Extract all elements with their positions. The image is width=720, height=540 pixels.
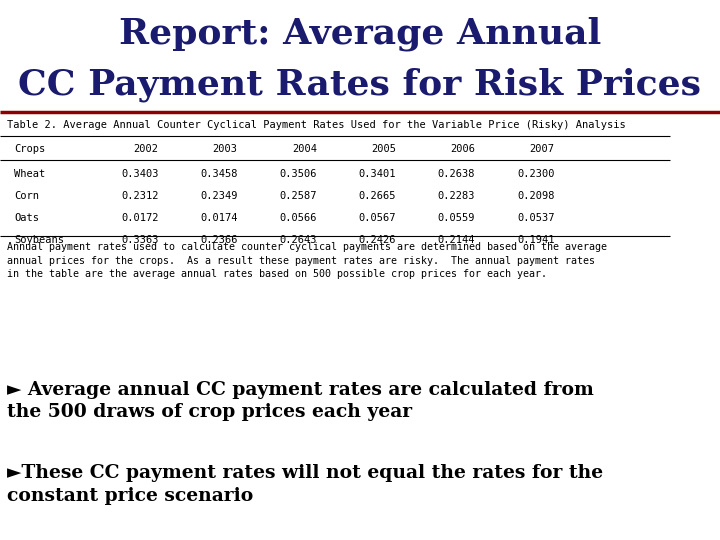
Text: Report: Average Annual: Report: Average Annual	[119, 16, 601, 51]
Text: 2007: 2007	[529, 144, 554, 154]
Text: Crops: Crops	[14, 144, 45, 154]
Text: ► Average annual CC payment rates are calculated from
the 500 draws of crop pric: ► Average annual CC payment rates are ca…	[7, 381, 594, 421]
Text: CC Payment Rates for Risk Prices: CC Payment Rates for Risk Prices	[19, 68, 701, 102]
Text: Corn: Corn	[14, 191, 40, 201]
Text: 0.1941: 0.1941	[517, 235, 554, 246]
Text: 0.3458: 0.3458	[200, 169, 238, 179]
Text: Table 2. Average Annual Counter Cyclical Payment Rates Used for the Variable Pri: Table 2. Average Annual Counter Cyclical…	[7, 120, 626, 130]
Text: 0.2638: 0.2638	[438, 169, 475, 179]
Text: 2002: 2002	[133, 144, 158, 154]
Text: 0.2366: 0.2366	[200, 235, 238, 246]
Text: 0.0559: 0.0559	[438, 213, 475, 224]
Text: 0.2349: 0.2349	[200, 191, 238, 201]
Text: 0.2587: 0.2587	[279, 191, 317, 201]
Text: Wheat: Wheat	[14, 169, 45, 179]
Text: 2006: 2006	[450, 144, 475, 154]
Text: 0.3506: 0.3506	[279, 169, 317, 179]
Text: 0.2283: 0.2283	[438, 191, 475, 201]
Text: 0.0172: 0.0172	[121, 213, 158, 224]
Text: 0.2426: 0.2426	[359, 235, 396, 246]
Text: 0.0174: 0.0174	[200, 213, 238, 224]
Text: 0.2300: 0.2300	[517, 169, 554, 179]
Text: 2005: 2005	[371, 144, 396, 154]
Text: 0.2643: 0.2643	[279, 235, 317, 246]
Text: 0.2312: 0.2312	[121, 191, 158, 201]
Text: Oats: Oats	[14, 213, 40, 224]
Text: 0.2098: 0.2098	[517, 191, 554, 201]
Text: Annual payment rates used to calculate counter cyclical payments are determined : Annual payment rates used to calculate c…	[7, 242, 607, 279]
Text: Soybeans: Soybeans	[14, 235, 64, 246]
Text: ►These CC payment rates will not equal the rates for the
constant price scenario: ►These CC payment rates will not equal t…	[7, 464, 603, 504]
Text: 0.3401: 0.3401	[359, 169, 396, 179]
Text: 0.2144: 0.2144	[438, 235, 475, 246]
Text: 0.0566: 0.0566	[279, 213, 317, 224]
Text: 0.3363: 0.3363	[121, 235, 158, 246]
Text: 0.0537: 0.0537	[517, 213, 554, 224]
Text: 2004: 2004	[292, 144, 317, 154]
Text: 2003: 2003	[212, 144, 238, 154]
Text: 0.3403: 0.3403	[121, 169, 158, 179]
Text: 0.0567: 0.0567	[359, 213, 396, 224]
Text: 0.2665: 0.2665	[359, 191, 396, 201]
